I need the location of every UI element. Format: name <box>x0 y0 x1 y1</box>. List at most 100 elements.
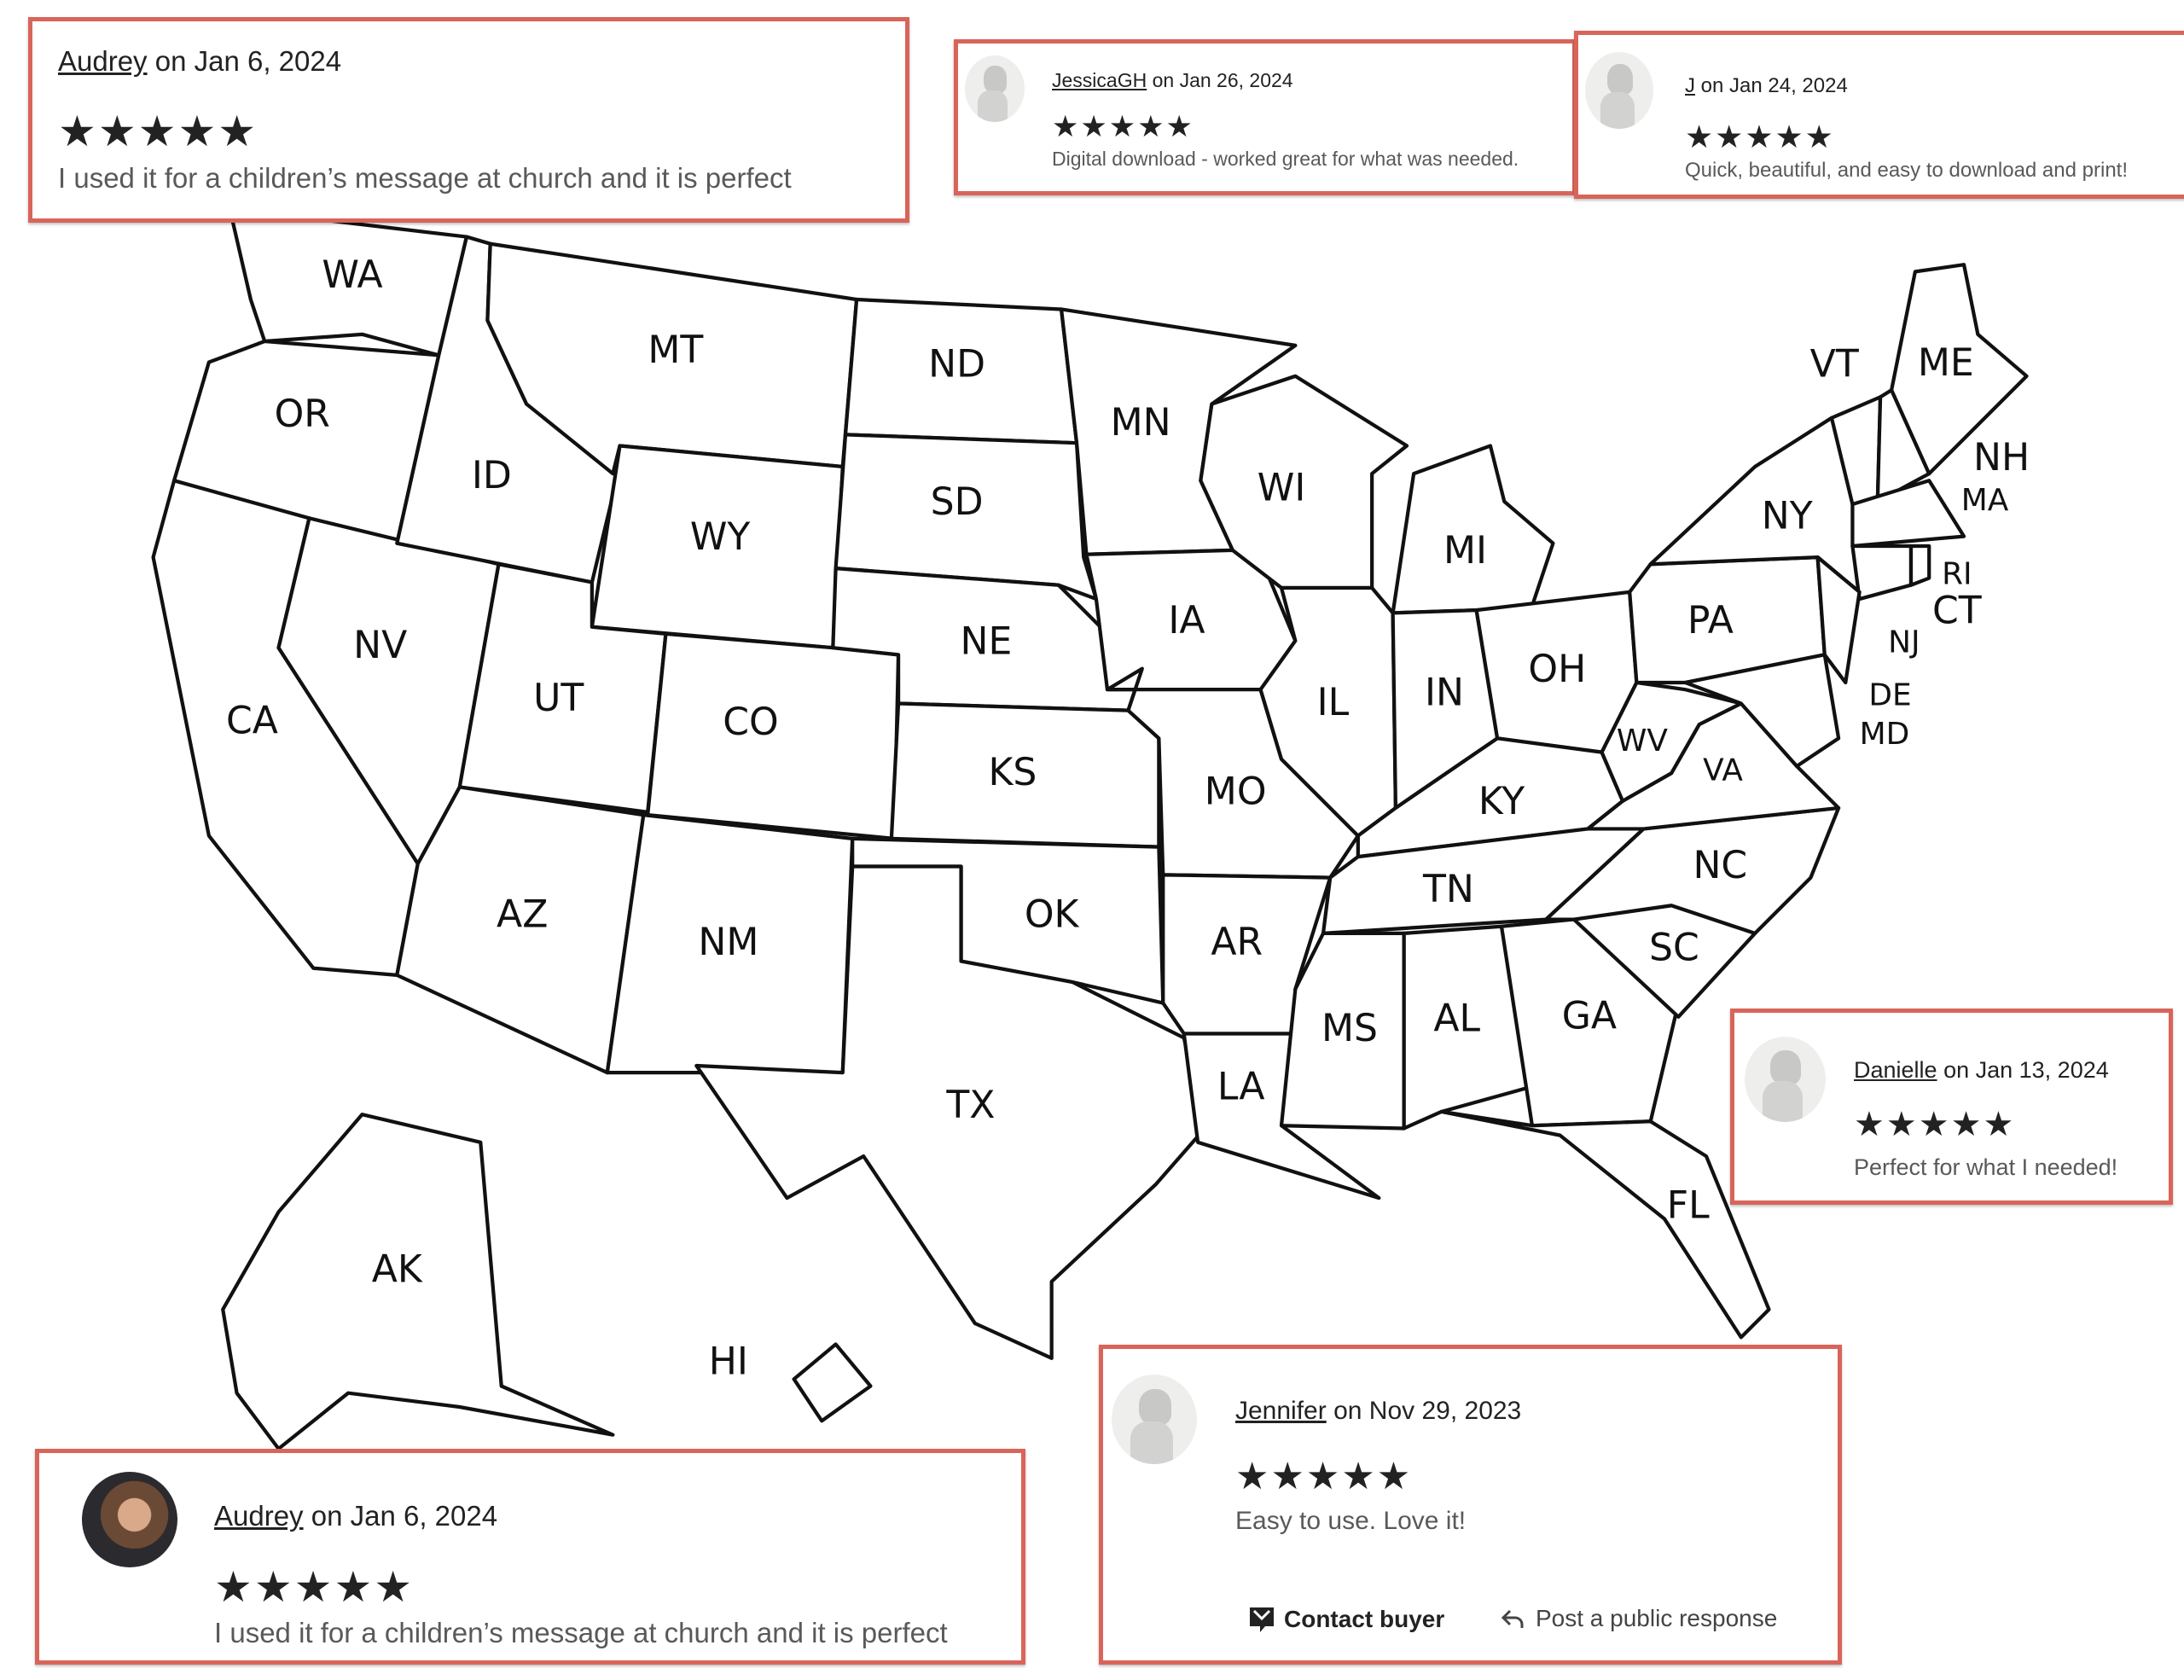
review-date: on Jan 6, 2024 <box>311 1500 498 1532</box>
review-card-audrey-bottom: Audrey on Jan 6, 2024 ★★★★★ I used it fo… <box>35 1449 1025 1665</box>
state-label-me: ME <box>1918 341 1974 385</box>
default-user-avatar-icon <box>1112 1375 1197 1464</box>
state-label-hi: HI <box>709 1340 748 1383</box>
state-label-ak: AK <box>372 1248 423 1292</box>
state-label-fl: FL <box>1667 1184 1710 1228</box>
review-meta: Audrey on Jan 6, 2024 <box>214 1500 497 1532</box>
state-label-ky: KY <box>1478 780 1525 823</box>
user-photo-avatar <box>82 1472 177 1567</box>
star-rating: ★★★★★ <box>214 1563 415 1611</box>
reviewer-name-link[interactable]: Audrey <box>214 1500 304 1532</box>
state-label-va: VA <box>1703 753 1743 788</box>
state-label-pa: PA <box>1687 599 1734 642</box>
state-label-mn: MN <box>1111 401 1171 445</box>
default-user-avatar-icon <box>1585 52 1653 129</box>
review-text: Digital download - worked great for what… <box>1052 148 1519 170</box>
review-card-audrey-top: Audrey on Jan 6, 2024 ★★★★★ I used it fo… <box>28 17 909 223</box>
contact-buyer-button[interactable]: Contact buyer <box>1248 1605 1444 1634</box>
review-meta: Jennifer on Nov 29, 2023 <box>1235 1397 1521 1426</box>
star-rating: ★★★★★ <box>58 108 258 155</box>
reviewer-name-link[interactable]: J <box>1685 74 1695 97</box>
review-date: on Jan 6, 2024 <box>154 45 342 77</box>
state-label-sc: SC <box>1649 926 1699 969</box>
state-label-oh: OH <box>1528 648 1586 691</box>
state-label-vt: VT <box>1810 342 1860 386</box>
review-meta: Audrey on Jan 6, 2024 <box>58 45 341 78</box>
contact-buyer-label: Contact buyer <box>1284 1606 1445 1632</box>
state-label-nv: NV <box>353 624 407 667</box>
reviewer-name-link[interactable]: Danielle <box>1854 1057 1937 1083</box>
state-label-co: CO <box>723 700 778 744</box>
message-icon <box>1250 1607 1274 1632</box>
star-rating: ★★★★★ <box>1052 110 1194 143</box>
state-label-mo: MO <box>1205 770 1267 814</box>
state-label-md: MD <box>1860 717 1910 752</box>
state-label-in: IN <box>1425 671 1464 715</box>
review-date: on Nov 29, 2023 <box>1333 1397 1522 1425</box>
state-label-mi: MI <box>1443 529 1487 573</box>
state-label-tx: TX <box>945 1084 995 1127</box>
default-user-avatar-icon <box>1745 1037 1826 1122</box>
star-rating: ★★★★★ <box>1685 119 1835 154</box>
reply-arrow-icon <box>1501 1609 1524 1628</box>
state-label-nm: NM <box>698 921 758 964</box>
reviewer-name-link[interactable]: JessicaGH <box>1052 69 1147 91</box>
state-label-ok: OK <box>1025 892 1080 936</box>
state-outline-al <box>1402 924 1535 1131</box>
state-outline-wi <box>1199 374 1409 590</box>
state-label-ia: IA <box>1168 599 1205 642</box>
review-card-j: J on Jan 24, 2024 ★★★★★ Quick, beautiful… <box>1574 31 2184 199</box>
reviewer-name-link[interactable]: Audrey <box>58 45 148 77</box>
state-outline-fl <box>1439 1109 1771 1340</box>
state-outline-az <box>395 785 646 1075</box>
review-date: on Jan 26, 2024 <box>1152 69 1293 91</box>
review-card-jennifer: Jennifer on Nov 29, 2023 ★★★★★ Easy to u… <box>1099 1345 1842 1665</box>
state-label-ms: MS <box>1321 1007 1378 1050</box>
state-label-ne: NE <box>961 619 1013 663</box>
state-label-nj: NJ <box>1888 625 1920 660</box>
state-outline-ri <box>1908 544 1931 587</box>
state-label-mt: MT <box>648 328 704 372</box>
review-date: on Jan 13, 2024 <box>1943 1057 2109 1083</box>
state-label-ar: AR <box>1211 921 1263 964</box>
state-label-nh: NH <box>1973 436 2030 480</box>
review-card-jessicagh: JessicaGH on Jan 26, 2024 ★★★★★ Digital … <box>954 39 1577 195</box>
state-label-ks: KS <box>988 751 1037 794</box>
default-user-avatar-icon <box>965 55 1025 122</box>
post-public-response-button[interactable]: Post a public response <box>1500 1605 1777 1632</box>
state-label-la: LA <box>1217 1066 1265 1109</box>
state-outline-ak <box>221 1113 615 1451</box>
review-text: Perfect for what I needed! <box>1854 1154 2118 1180</box>
state-label-ct: CT <box>1932 589 1983 632</box>
state-label-ga: GA <box>1562 994 1617 1038</box>
state-label-wv: WV <box>1617 724 1669 759</box>
state-outline-ct <box>1850 544 1914 602</box>
review-meta: J on Jan 24, 2024 <box>1685 74 1848 98</box>
review-meta: JessicaGH on Jan 26, 2024 <box>1052 69 1293 92</box>
state-outline-tx <box>694 864 1207 1360</box>
state-label-wa: WA <box>322 253 382 297</box>
reviewer-name-link[interactable]: Jennifer <box>1235 1397 1327 1425</box>
state-label-de: DE <box>1868 677 1911 712</box>
state-label-wi: WI <box>1258 467 1306 510</box>
review-text: I used it for a children’s message at ch… <box>214 1617 948 1648</box>
review-text: I used it for a children’s message at ch… <box>58 162 792 194</box>
review-meta: Danielle on Jan 13, 2024 <box>1854 1057 2109 1084</box>
review-text: Quick, beautiful, and easy to download a… <box>1685 159 2128 182</box>
state-label-tn: TN <box>1422 868 1474 911</box>
state-label-al: AL <box>1433 997 1480 1041</box>
state-label-nc: NC <box>1693 844 1747 887</box>
state-outline-md <box>1683 653 1841 769</box>
post-public-response-label: Post a public response <box>1536 1605 1778 1631</box>
state-outline-ma <box>1850 479 1966 549</box>
review-text: Easy to use. Love it! <box>1235 1507 1467 1535</box>
state-label-ca: CA <box>226 699 278 742</box>
state-label-id: ID <box>472 454 512 497</box>
state-label-nd: ND <box>928 342 985 386</box>
state-label-sd: SD <box>931 480 984 524</box>
state-label-or: OR <box>275 392 330 436</box>
state-label-ut: UT <box>533 677 584 720</box>
state-label-ny: NY <box>1762 494 1814 538</box>
state-outline-me <box>1890 263 2029 476</box>
